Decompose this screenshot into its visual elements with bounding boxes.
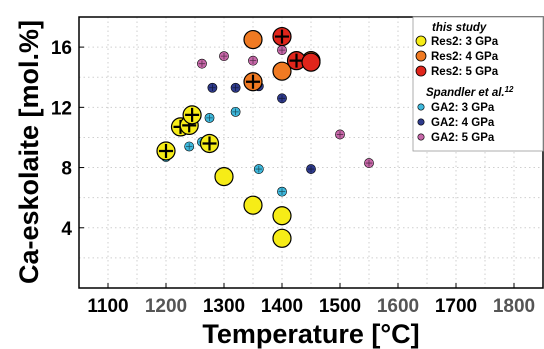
plus-marker xyxy=(206,114,213,122)
y-tick-label: 16 xyxy=(51,38,72,59)
plus-marker xyxy=(209,84,216,91)
data-point xyxy=(204,112,215,123)
x-tick-label: 1200 xyxy=(145,296,187,317)
legend-group2-title: Spandler et al.12 xyxy=(426,85,514,99)
legend-group1-title: this study xyxy=(432,22,487,34)
data-point xyxy=(230,82,241,93)
plus-marker xyxy=(246,74,260,89)
data-point-marker xyxy=(214,166,234,187)
data-point-marker xyxy=(243,195,263,215)
plus-marker xyxy=(336,131,344,138)
data-point xyxy=(272,228,292,248)
data-point xyxy=(243,29,263,50)
data-point-marker xyxy=(301,52,321,72)
plus-marker xyxy=(186,143,193,150)
legend-box xyxy=(412,16,544,152)
data-point-marker xyxy=(272,206,292,226)
x-tick-label: 1700 xyxy=(435,296,477,317)
legend-marker xyxy=(417,133,425,141)
x-tick-label: 1400 xyxy=(261,296,303,317)
plus-marker xyxy=(198,60,206,67)
legend-marker xyxy=(415,35,427,47)
legend-superscript: 12 xyxy=(505,85,514,94)
x-axis-label: Temperature [°C] xyxy=(202,319,419,349)
data-point xyxy=(182,105,202,125)
legend-marker xyxy=(417,118,425,126)
data-point xyxy=(243,72,263,92)
data-point xyxy=(272,26,292,47)
plus-marker xyxy=(202,136,217,151)
plus-marker xyxy=(232,108,239,116)
y-axis-label: Ca-eskolaite [mol.%] xyxy=(14,20,44,284)
data-point xyxy=(277,93,287,104)
legend-marker xyxy=(415,50,427,62)
data-point xyxy=(156,141,176,161)
data-point xyxy=(277,45,287,56)
legend: this study Spandler et al.12 Res2: 3 GPa… xyxy=(412,16,544,152)
data-point xyxy=(184,141,195,152)
x-tick-label: 1300 xyxy=(203,296,245,317)
legend-label: Res2: 4 GPa xyxy=(431,51,499,63)
data-point xyxy=(248,55,258,66)
plus-marker xyxy=(232,84,239,91)
data-point-marker xyxy=(272,228,292,248)
data-point xyxy=(219,51,229,62)
data-point xyxy=(207,82,218,93)
plus-marker xyxy=(289,53,304,68)
legend-label: GA2: 4 GPa xyxy=(431,117,495,129)
data-point xyxy=(243,195,263,215)
data-point-marker xyxy=(272,61,292,81)
legend-label: Res2: 5 GPa xyxy=(431,66,499,78)
data-point xyxy=(335,129,345,140)
axis-ticks: 1100 1200 1300 1400 1500 1600 1700 1800 4 8 12 16 xyxy=(51,38,535,317)
plus-marker xyxy=(278,95,286,102)
plus-marker xyxy=(278,46,286,54)
y-tick-label: 8 xyxy=(61,159,72,180)
plus-marker xyxy=(278,188,286,195)
legend-marker xyxy=(415,65,427,77)
legend-label: Res2: 3 GPa xyxy=(431,36,499,48)
data-point xyxy=(286,51,307,71)
data-point xyxy=(197,58,207,69)
legend-label: GA2: 5 GPa xyxy=(431,132,495,144)
y-tick-label: 12 xyxy=(51,98,72,119)
data-point xyxy=(272,206,292,226)
x-tick-label: 1100 xyxy=(87,296,128,317)
data-point xyxy=(272,61,292,81)
plus-marker xyxy=(275,29,289,44)
legend-label: GA2: 3 GPa xyxy=(431,102,495,114)
plus-marker xyxy=(159,143,173,158)
y-tick-label: 4 xyxy=(61,219,72,240)
x-tick-label: 1800 xyxy=(493,296,535,317)
plus-marker xyxy=(249,57,257,64)
data-points xyxy=(156,26,374,248)
data-point xyxy=(230,106,241,117)
plus-marker xyxy=(220,52,228,60)
data-point xyxy=(253,164,264,174)
data-point xyxy=(199,133,220,154)
data-point xyxy=(306,164,316,174)
legend-marker xyxy=(417,103,425,111)
data-point-marker xyxy=(243,29,263,50)
x-tick-label: 1500 xyxy=(319,296,361,317)
plus-marker xyxy=(307,165,315,173)
data-point xyxy=(277,186,287,197)
plus-marker xyxy=(365,159,373,167)
plot-area-frame xyxy=(78,16,544,289)
legend-items: Res2: 3 GPa Res2: 4 GPa Res2: 5 GPa GA2: 3 … xyxy=(415,35,499,144)
plus-marker xyxy=(185,107,200,122)
plus-marker xyxy=(255,165,262,173)
x-tick-label: 1600 xyxy=(377,296,419,317)
data-point xyxy=(364,158,374,168)
data-point xyxy=(214,166,234,187)
data-point xyxy=(301,52,321,72)
